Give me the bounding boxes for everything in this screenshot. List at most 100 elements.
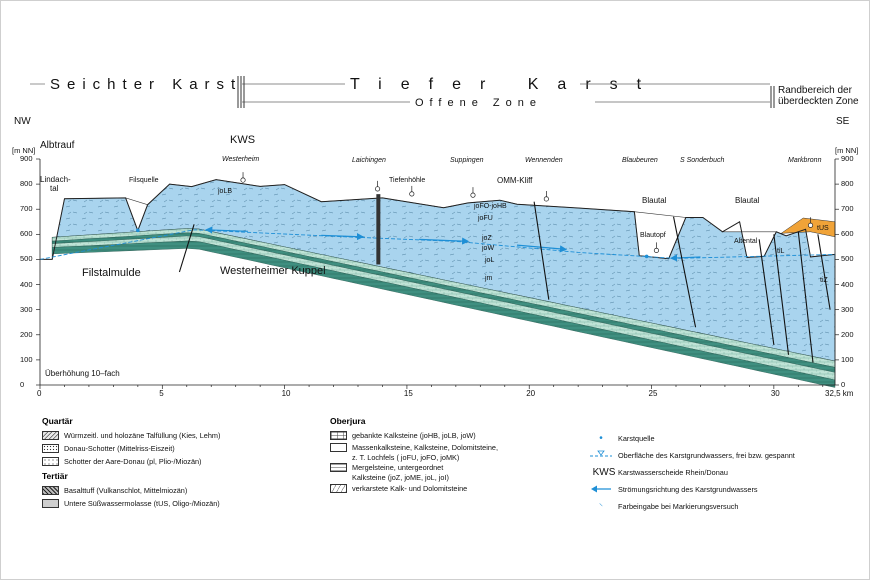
y-tick-label-left: 0	[20, 380, 25, 389]
legend-item: z. T. Lochfels ( joFU, joFO, joMK)	[330, 452, 580, 462]
karstquelle-marker	[136, 228, 140, 233]
well-marker	[240, 177, 246, 183]
label-blautal-1: Blautal	[642, 196, 667, 205]
legend-oberjura-item-6: verkarstete Kalk- und Dolomitsteine	[352, 484, 468, 493]
legend-item: • Karstquelle	[590, 430, 860, 447]
label-kws: KWS	[230, 134, 256, 146]
legend-item: Würmzeitl. und holozäne Talfüllung (Kies…	[42, 429, 312, 442]
y-tick-label-right: 400	[841, 279, 854, 289]
fault-line	[797, 231, 814, 363]
swatch-verkarstet	[330, 484, 347, 493]
well-marker	[543, 196, 549, 202]
y-tick-label-left: 700	[20, 204, 33, 214]
flow-arrow	[669, 254, 701, 262]
axes	[39, 159, 836, 386]
swatch-mergelsteine	[330, 462, 347, 472]
legend-item: Donau-Schotter (Mittelriss-Eiszeit)	[42, 442, 312, 455]
well-marker	[807, 222, 814, 228]
label-blaubeuren: Blaubeuren	[622, 157, 658, 164]
fault-line	[533, 201, 550, 300]
fault-line	[758, 239, 775, 345]
legend-item: Mergelsteine, untergeordnet	[330, 462, 580, 472]
legend-item: verkarstete Kalk- und Dolomitsteine	[330, 482, 580, 495]
label-tiz: tiZ	[820, 277, 828, 284]
zone-randbereich-line1: Randbereich der	[778, 85, 852, 96]
legend-quartaer: Quartär Würmzeitl. und holozäne Talfüllu…	[42, 416, 312, 510]
zone-randbereich-line2: überdeckten Zone	[778, 96, 859, 107]
label-westerheimer-kuppel: Westerheimer Kuppel	[220, 265, 326, 277]
y-tick-label-left: 400	[20, 279, 33, 289]
legend-item: Schotter der Aare-Donau (pl, Plio-/Miozä…	[42, 455, 312, 468]
label-omm-kliff: OMM-Kliff	[497, 176, 533, 185]
y-tick-label-right: 200	[841, 329, 854, 339]
legend-item: Oberfläche des Karstgrundwassers, frei b…	[590, 447, 860, 464]
legend-symbol-farbeingabe: Farbeingabe bei Markierungsversuch	[618, 502, 739, 511]
legend-item: Basalttuff (Vulkanschlot, Mittelmiozän)	[42, 484, 312, 497]
zone-tiefer-karst: Tiefer Karst	[350, 76, 661, 93]
legend-tertiaer-title: Tertiär	[42, 471, 68, 481]
label-jolb: joLB	[218, 188, 233, 195]
label-westerheim: Westerheim	[222, 156, 260, 163]
label-jm: jm	[485, 275, 493, 282]
y-tick-label-right: 0	[841, 380, 846, 389]
legend-oberjura-item-1: gebankte Kalksteine (joHB, joLB, joW)	[352, 431, 476, 440]
x-axis-end-label: 32,5 km	[825, 389, 854, 398]
dye-injection-icon: ⸌	[599, 502, 603, 511]
label-filstalmulde: Filstalmulde	[82, 267, 141, 279]
y-tick-label-left: 200	[20, 329, 33, 339]
direction-nw: NW	[14, 116, 31, 127]
basalttuff-vent	[376, 194, 381, 265]
zone-seichter-karst: Seichter Karst	[50, 76, 243, 93]
label-jow: joW	[482, 245, 495, 252]
label-markbronn: Markbronn	[788, 157, 822, 164]
legend-symbol-water-table: Oberfläche des Karstgrundwassers, frei b…	[618, 451, 795, 460]
swatch-donau-schotter	[42, 444, 59, 453]
legend-oberjura-item-5: Kalksteine (joZ, joME, joL, joI)	[352, 472, 449, 482]
x-tick-label: 15	[403, 389, 413, 398]
legend-oberjura-item-3: z. T. Lochfels ( joFU, joFO, joMK)	[352, 452, 460, 462]
kws-abbrev: KWS	[592, 467, 616, 478]
legend-quartaer-item-1: Würmzeitl. und holozäne Talfüllung (Kies…	[64, 431, 221, 440]
label-jofu: joFU	[478, 215, 493, 222]
strata-layers	[39, 172, 836, 388]
swatch-massenkalke	[330, 442, 347, 452]
y-tick-label-right: 800	[841, 179, 854, 189]
swatch-aare-donau-schotter	[42, 457, 59, 466]
label-tus: tUS	[817, 225, 829, 232]
x-tick-label: 20	[526, 389, 536, 398]
header-rules	[30, 76, 775, 108]
flow-arrow	[321, 233, 365, 241]
swatch-talfuellung	[42, 431, 59, 440]
fault-line	[673, 216, 697, 328]
well-marker	[375, 186, 381, 192]
flow-arrow	[419, 237, 470, 245]
fault-line	[817, 234, 831, 310]
well-marker	[653, 247, 659, 253]
legend-symbol-flow: Strömungsrichtung des Karstgrundwassers	[618, 485, 758, 494]
label-jol: joL	[485, 257, 495, 264]
label-altental: Altental	[734, 238, 758, 245]
legend-item: gebankte Kalksteine (joHB, joLB, joW)	[330, 429, 580, 442]
label-suppingen: Suppingen	[450, 157, 484, 164]
y-unit-left: [m NN]	[12, 146, 36, 155]
legend-oberjura-title: Oberjura	[330, 416, 366, 426]
water-table-icon	[590, 450, 612, 462]
y-tick-label-left: 800	[20, 179, 33, 189]
legend-item: Massenkalksteine, Kalksteine, Dolomitste…	[330, 442, 580, 452]
swatch-gebankte-kalke	[330, 431, 347, 440]
direction-se: SE	[836, 116, 850, 127]
y-unit-right: [m NN]	[835, 146, 859, 155]
swatch-basalttuff	[42, 486, 59, 495]
zone-offene-zone: Offene Zone	[415, 97, 542, 109]
label-til: tiL	[777, 248, 785, 255]
well-marker	[470, 192, 476, 198]
legend-item: Untere Süßwassermolasse (tUS, Oligo-/Mio…	[42, 497, 312, 510]
label-lindachtal-line2: tal	[50, 184, 59, 193]
axis-ticks	[36, 158, 839, 389]
y-tick-label-left: 900	[20, 154, 33, 163]
y-tick-label-right: 900	[841, 154, 854, 163]
x-tick-label: 30	[770, 389, 780, 398]
y-tick-label-left: 100	[20, 354, 33, 364]
label-lindachtal: Lindach- tal	[40, 175, 71, 193]
legend-quartaer-item-2: Donau-Schotter (Mittelriss-Eiszeit)	[64, 444, 175, 453]
